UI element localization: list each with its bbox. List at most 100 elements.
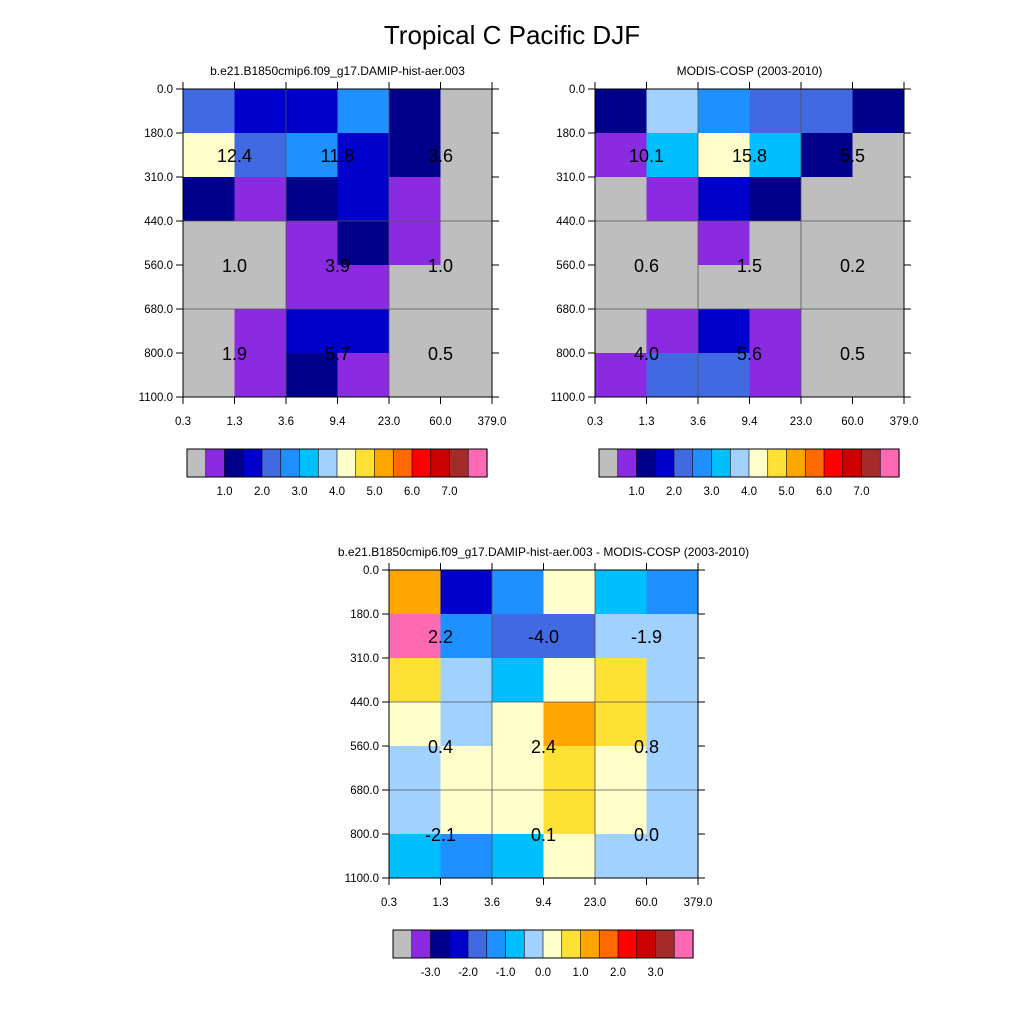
y-tick-label: 0.0	[569, 84, 585, 96]
heatmap-cell	[595, 702, 647, 747]
heatmap-cell	[595, 834, 647, 879]
colorbar-swatch	[430, 448, 451, 478]
heatmap-cell	[183, 221, 235, 266]
heatmap-cell	[543, 834, 596, 879]
heatmap-cell	[749, 309, 802, 354]
panel-obs: MODIS-COSP (2003-2010) 0.0 180.0 310.0 440.0…	[551, 64, 919, 498]
colorbar-swatch	[598, 448, 619, 478]
figure-title: Tropical C Pacific DJF	[384, 20, 640, 50]
block-value-label: 0.5	[840, 344, 865, 364]
heatmap-cell	[646, 614, 699, 659]
colorbar-swatch	[729, 448, 750, 478]
heatmap-cell	[440, 834, 493, 879]
colorbar-label: 6.0	[816, 486, 832, 498]
heatmap-cell	[595, 746, 647, 791]
heatmap-cell	[595, 177, 647, 222]
heatmap-cell	[595, 790, 647, 835]
y-tick-label: 680.0	[350, 785, 379, 797]
heatmap-cell	[440, 265, 493, 310]
colorbar-label: -3.0	[421, 967, 441, 979]
colorbar-swatch	[654, 448, 675, 478]
colorbar-swatch	[786, 448, 806, 478]
colorbar-label: 5.0	[367, 486, 383, 498]
colorbar-label: 3.0	[292, 486, 308, 498]
block-value-label: 5.6	[737, 344, 762, 364]
y-tick-label: 310.0	[556, 172, 585, 184]
heatmap-cell	[492, 570, 544, 615]
block-value-label: 11.8	[321, 146, 355, 166]
block-value-label: 12.4	[217, 146, 252, 166]
heatmap-cell	[543, 790, 596, 835]
heatmap-cell	[749, 221, 802, 266]
colorbar-swatch	[523, 929, 544, 959]
heatmap-cell	[801, 177, 853, 222]
x-tick-label: 60.0	[841, 416, 863, 428]
heatmap-cell	[698, 133, 750, 178]
block-value-label: 1.0	[222, 256, 247, 276]
colorbar-swatch	[711, 448, 731, 478]
colorbar-swatch	[542, 929, 563, 959]
colorbar-swatch	[580, 929, 600, 959]
x-tick-label: 1.3	[433, 897, 449, 909]
y-tick-label: 680.0	[556, 304, 585, 316]
block-value-label: 2.4	[531, 737, 556, 757]
colorbar-swatch	[186, 448, 207, 478]
colorbar-frame	[186, 448, 488, 478]
heatmap-cell	[698, 265, 750, 310]
heatmap-cell	[234, 133, 287, 178]
x-tick-label: 60.0	[635, 897, 657, 909]
colorbar-swatch	[467, 929, 488, 959]
y-tick-label: 800.0	[350, 829, 379, 841]
heatmap-cell	[337, 309, 390, 354]
x-tick-label: 9.4	[536, 897, 553, 909]
colorbar-swatch	[879, 448, 900, 478]
x-tick-label: 9.4	[742, 416, 759, 428]
colorbar-label: 7.0	[854, 486, 870, 498]
colorbar-swatch	[448, 929, 469, 959]
heatmap-cell	[440, 309, 493, 354]
heatmap-cell	[852, 353, 905, 398]
heatmap-cell	[749, 177, 802, 222]
heatmap-cell	[646, 133, 699, 178]
heatmap-cell	[749, 265, 802, 310]
heatmap-cell	[286, 177, 338, 222]
y-tick-label: 560.0	[350, 741, 379, 753]
panel-model: b.e21.B1850cmip6.f09_g17.DAMIP-hist-aer.…	[139, 64, 507, 498]
colorbar-swatch	[392, 448, 413, 478]
y-tick-label: 680.0	[144, 304, 173, 316]
heatmap-cell	[801, 221, 853, 266]
heatmap-cell	[183, 177, 235, 222]
heatmap-cell	[440, 89, 493, 134]
colorbar-label: 0.0	[535, 967, 551, 979]
block-value-label: 0.1	[531, 825, 556, 845]
heatmap-cell	[646, 309, 699, 354]
x-tick-label: 0.3	[381, 897, 397, 909]
colorbar-swatch	[673, 448, 694, 478]
heatmap-cell	[801, 133, 853, 178]
heatmap-cell	[543, 614, 596, 659]
colorbar-swatch	[617, 929, 638, 959]
x-tick-label: 60.0	[429, 416, 451, 428]
heatmap-cell	[749, 89, 802, 134]
block-value-label: 1.0	[428, 256, 453, 276]
panel-title: MODIS-COSP (2003-2010)	[677, 64, 823, 78]
panel-title: b.e21.B1850cmip6.f09_g17.DAMIP-hist-aer.…	[338, 545, 749, 559]
colorbar-swatch	[336, 448, 357, 478]
block-value-label: -2.1	[425, 825, 456, 845]
colorbar-label: 4.0	[329, 486, 345, 498]
block-value-label: 0.5	[428, 344, 453, 364]
colorbar-frame	[598, 448, 900, 478]
y-tick-label: 310.0	[350, 653, 379, 665]
heatmap-cell	[801, 309, 853, 354]
y-tick-label: 0.0	[363, 565, 379, 577]
heatmap-cell	[646, 89, 699, 134]
heatmap-cell	[852, 133, 905, 178]
heatmap-cell	[646, 221, 699, 266]
heatmap-cell	[389, 746, 441, 791]
heatmap-cell	[698, 89, 750, 134]
block-value-label: 4.0	[634, 344, 659, 364]
heatmap-cell	[286, 221, 338, 266]
colorbar-label: 2.0	[666, 486, 682, 498]
colorbar-swatch	[486, 929, 507, 959]
